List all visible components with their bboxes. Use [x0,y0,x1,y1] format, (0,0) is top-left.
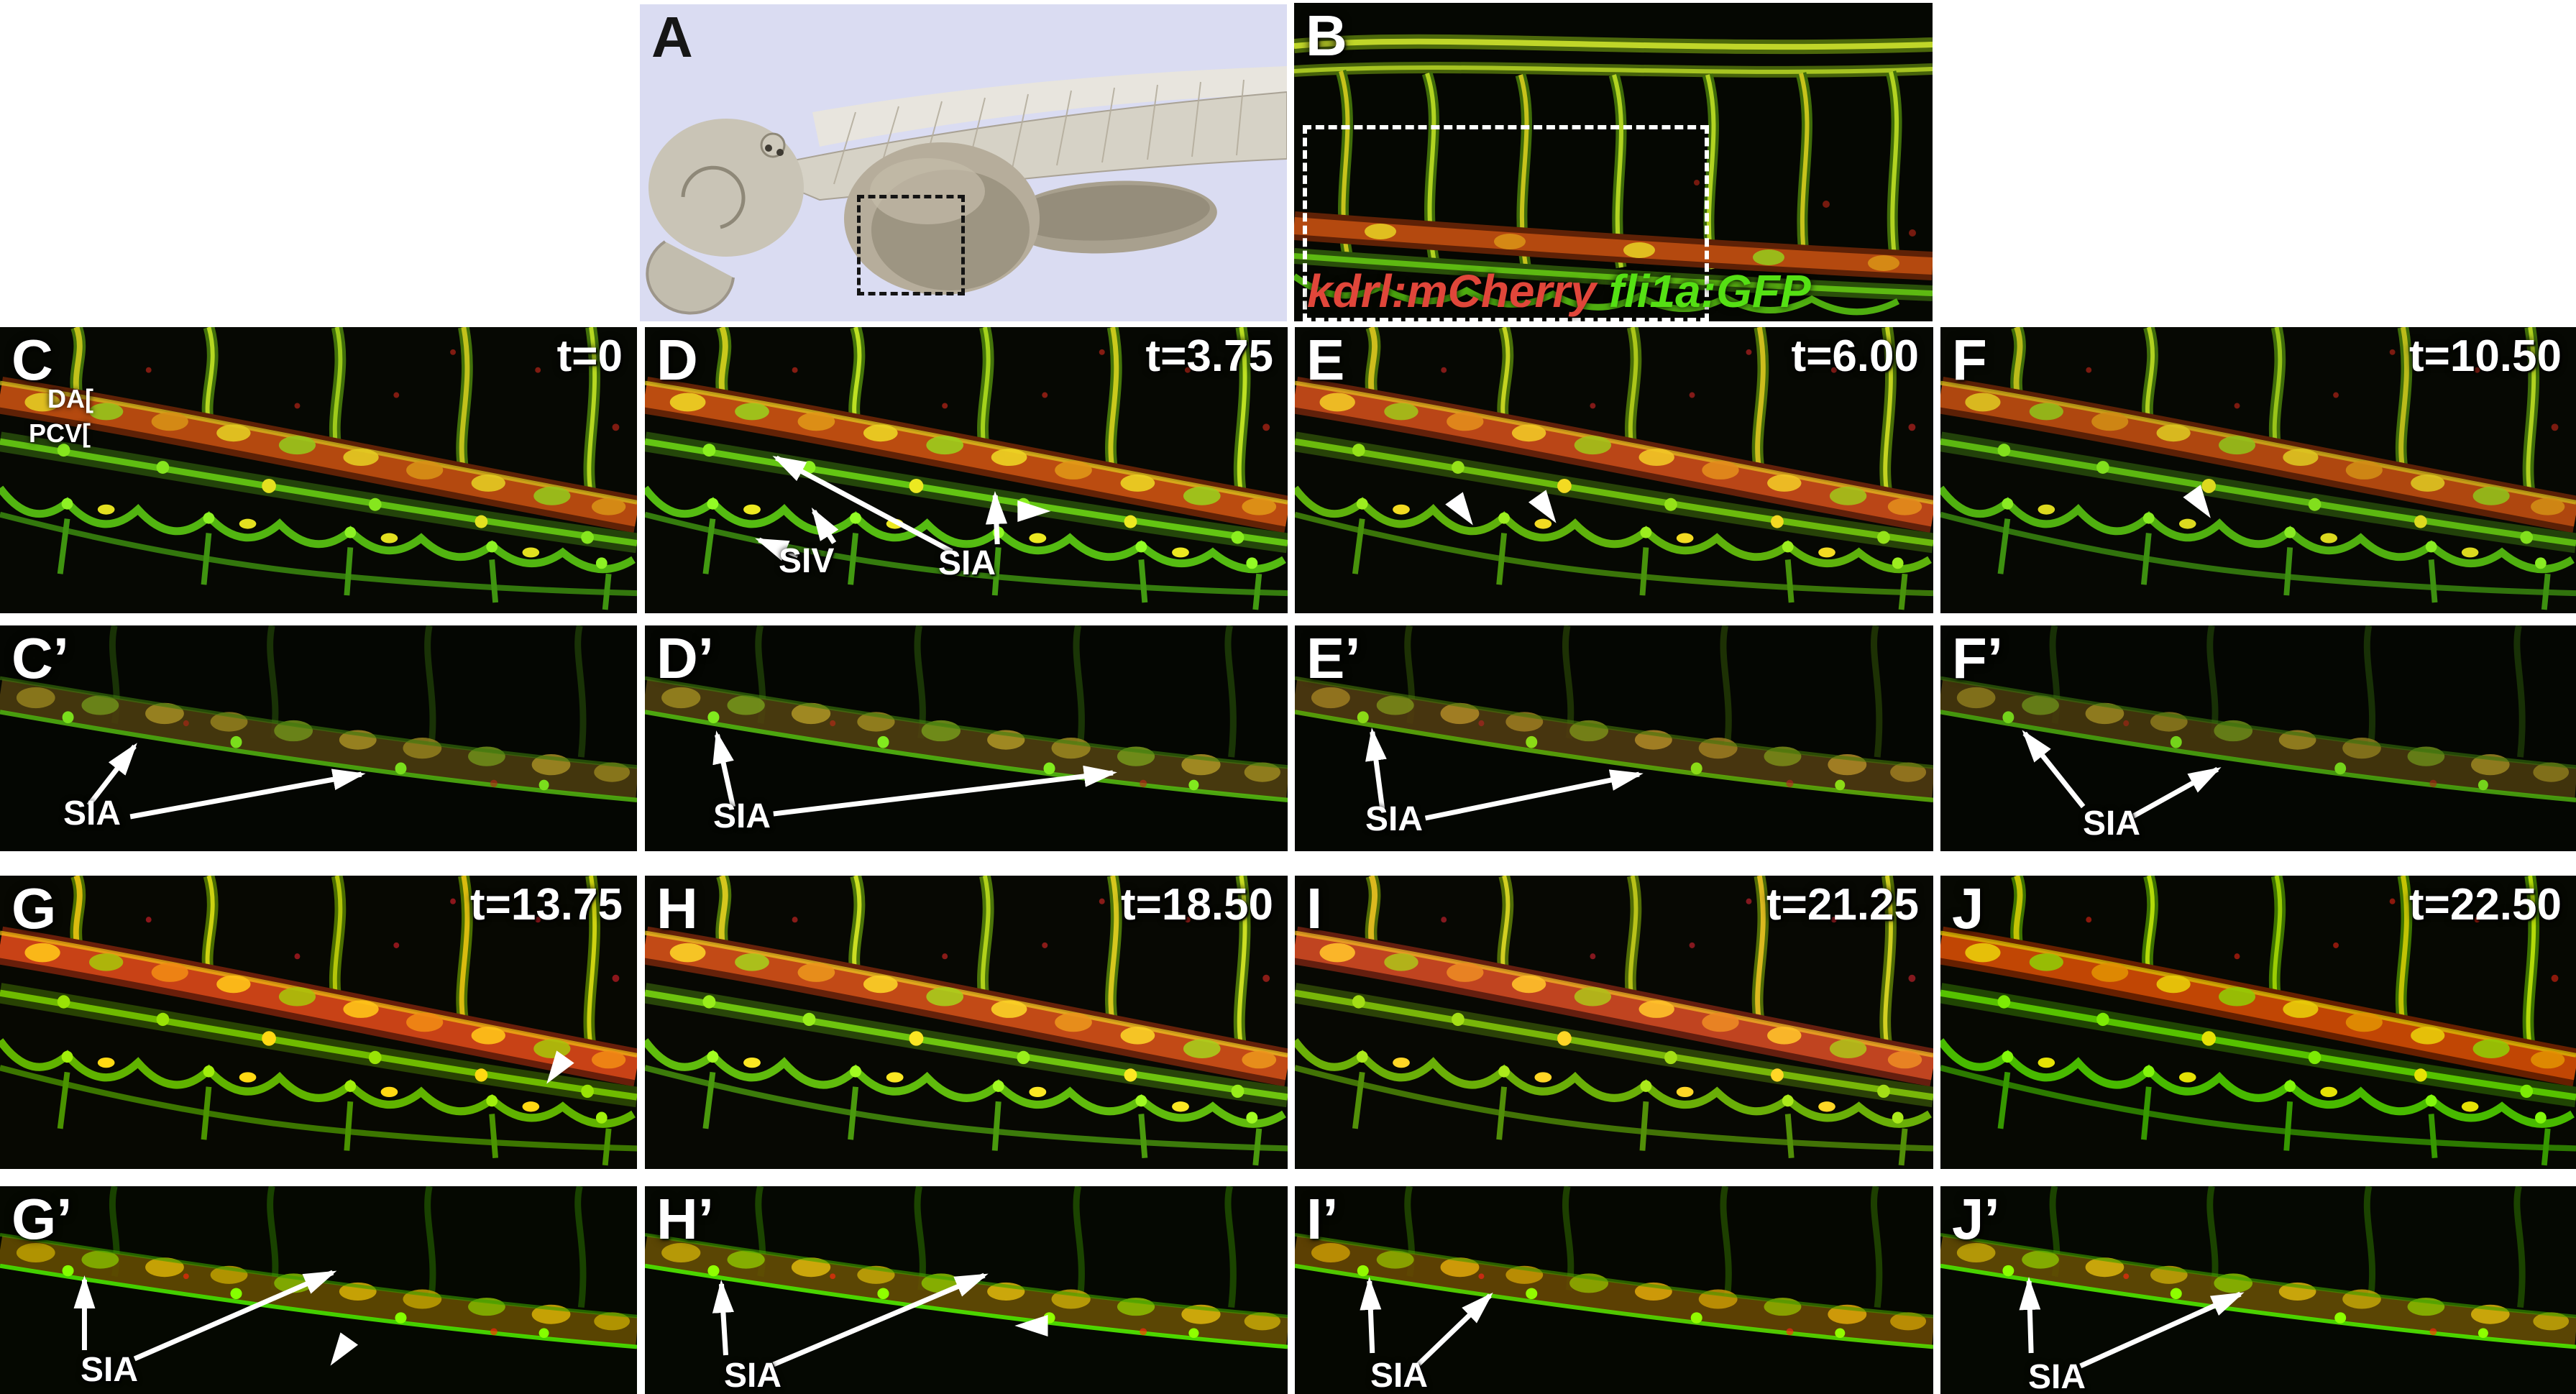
timestamp-label: t=13.75 [469,880,623,930]
sia-label: SIA [713,797,771,835]
panel-letter: H’ [656,1187,714,1251]
microscopy-art [0,327,637,613]
brightfield-embryo-art [640,4,1287,321]
sia-label: SIA [63,794,122,833]
panel-F-prime: F’ SIA [1940,625,2576,851]
panel-letter: D’ [656,626,714,690]
timestamp-label: t=21.25 [1766,880,1919,930]
panel-letter: D [656,328,698,392]
timestamp-label: t=3.75 [1145,331,1273,381]
panel-J-prime: J’ SIA [1940,1186,2576,1394]
panel-H-prime: H’ SIA [645,1186,1288,1394]
timestamp-label: t=10.50 [2408,331,2562,381]
panel-letter: I’ [1306,1187,1339,1251]
panel-C-prime: C’ SIA [0,625,637,851]
timestamp-label: t=0 [556,331,623,381]
region-of-interest-box [857,195,965,295]
panel-letter: G [12,876,57,940]
panel-letter: C’ [12,626,69,690]
sia-label: SIA [938,544,996,582]
panel-I-prime: I’ SIA [1295,1186,1933,1394]
panel-B: B kdrl:mCherry fli1a:GFP [1294,3,1933,321]
panel-letter: H [656,876,698,940]
panel-H: H t=18.50 [645,876,1288,1169]
panel-letter: I [1306,876,1323,940]
panel-E-prime: E’ SIA [1295,625,1933,851]
transgene-labels: kdrl:mCherry fli1a:GFP [1307,268,1811,314]
dorsal-aorta-label: DA[ [47,384,93,413]
timestamp-label: t=22.50 [2408,880,2562,930]
sia-label: SIA [724,1357,782,1394]
panel-C: C t=0 DA[ PCV[ [0,327,637,613]
panel-D: D t=3.75 SIV SIA [645,327,1288,613]
panel-letter: B [1306,4,1347,68]
panel-letter: J’ [1952,1187,2000,1251]
panel-letter: E [1306,328,1345,392]
panel-I: I t=21.25 [1295,876,1933,1169]
sia-label: SIA [2028,1358,2086,1394]
panel-letter: G’ [12,1187,73,1251]
panel-J: J t=22.50 [1940,876,2576,1169]
microscopy-art [1940,625,2576,851]
timestamp-label: t=6.00 [1791,331,1919,381]
panel-G: G t=13.75 [0,876,637,1169]
sia-label: SIA [1365,800,1424,838]
timestamp-label: t=18.50 [1120,880,1273,930]
sia-label: SIA [1370,1357,1429,1394]
kdrl-mcherry-label: kdrl:mCherry [1307,265,1596,317]
panel-G-prime: G’ SIA [0,1186,637,1394]
sia-label: SIA [81,1351,139,1389]
panel-D-prime: D’ SIA [645,625,1288,851]
panel-letter: F’ [1952,626,2004,690]
fli1a-gfp-label: fli1a:GFP [1608,265,1811,317]
panel-F: F t=10.50 [1940,327,2576,613]
panel-letter: A [651,5,693,69]
panel-A: A [640,4,1287,321]
panel-letter: C [12,328,53,392]
posterior-cardinal-vein-label: PCV[ [29,418,91,448]
panel-E: E t=6.00 [1295,327,1933,613]
panel-letter: E’ [1306,626,1361,690]
panel-letter: F [1952,328,1987,392]
inset-box [1303,125,1709,321]
sia-label: SIA [2083,804,2141,843]
siv-label: SIV [779,542,835,580]
panel-letter: J [1952,876,1984,940]
